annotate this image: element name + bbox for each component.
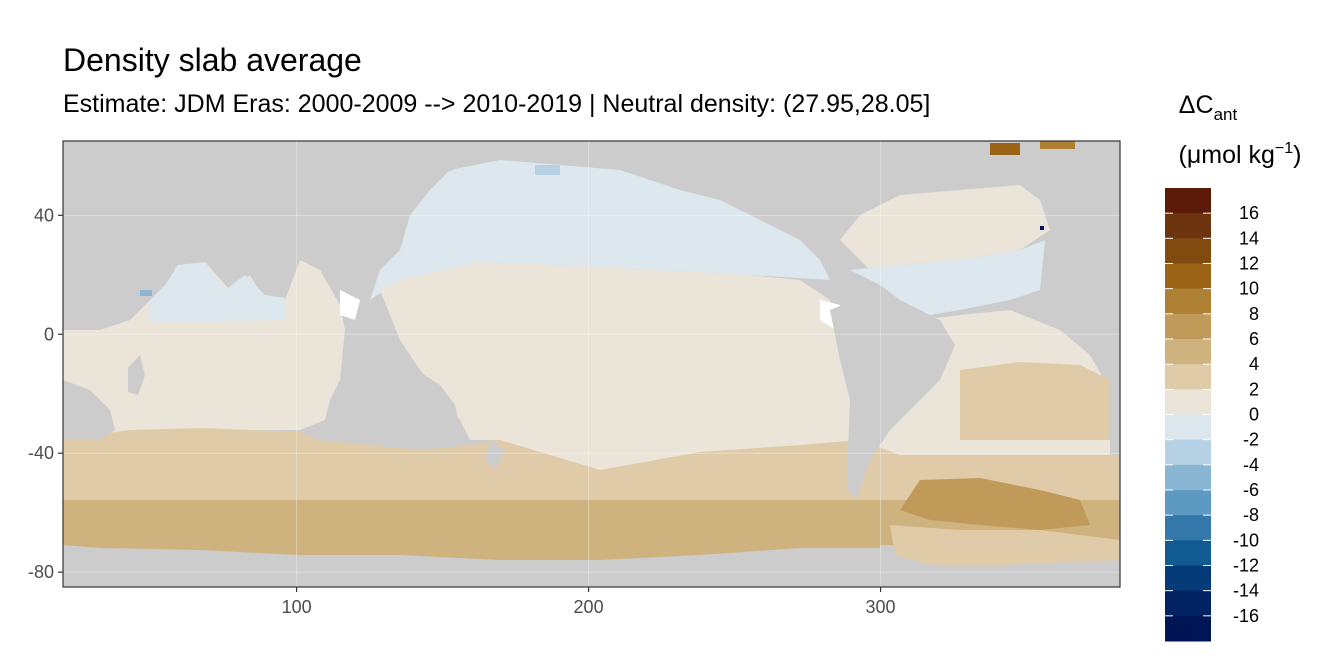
- map-panel: [62, 140, 1121, 588]
- ocean-indian-arabian: [150, 262, 285, 322]
- antarctica: [63, 550, 1120, 587]
- ocean-layer: [63, 141, 1120, 587]
- x-axis: 100 200 300: [282, 587, 896, 617]
- y-axis: 40 0 -40 -80: [28, 205, 63, 582]
- legend-label: -12: [1233, 556, 1259, 576]
- legend-label: -2: [1243, 430, 1259, 450]
- legend-swatch: [1165, 414, 1211, 441]
- y-tick-label: 40: [34, 205, 54, 225]
- africa-west-land: [1060, 290, 1120, 355]
- legend-label: 0: [1249, 405, 1259, 425]
- legend-swatch: [1165, 364, 1211, 390]
- x-tick-label: 100: [282, 597, 312, 617]
- panel-border: [62, 140, 1121, 588]
- blue-spot-1: [535, 165, 560, 175]
- legend-swatch: [1165, 439, 1211, 466]
- africa-land: [63, 380, 115, 440]
- legend-swatch: [1165, 188, 1211, 214]
- south-america-land: [830, 298, 955, 500]
- legend-swatch: [1165, 490, 1211, 516]
- legend-label: -4: [1243, 455, 1259, 475]
- legend-unit-suffix: ): [1293, 141, 1301, 169]
- legend-title: ΔCant: [1179, 91, 1238, 124]
- legend-unit: (μmol kg−1): [1179, 140, 1302, 169]
- legend-label: -16: [1233, 606, 1259, 626]
- legend-title-main: ΔC: [1179, 91, 1214, 119]
- blue-spot-2: [140, 290, 152, 296]
- legend-label: 14: [1239, 228, 1259, 248]
- legend-swatch: [1165, 389, 1211, 415]
- legend-swatch: [1165, 590, 1211, 617]
- legend-swatch: [1165, 288, 1211, 315]
- legend-unit-sup: −1: [1275, 140, 1293, 157]
- legend-label: 12: [1239, 254, 1259, 274]
- ocean-southern-atlantic-deep: [900, 478, 1090, 530]
- legend-label: 16: [1239, 203, 1259, 223]
- legend-label: -8: [1243, 505, 1259, 525]
- australia-land: [340, 365, 460, 448]
- y-tick-label: 0: [44, 324, 54, 344]
- legend-label: 6: [1249, 329, 1259, 349]
- legend-label: 2: [1249, 379, 1259, 399]
- legend-unit-prefix: (μmol kg: [1179, 141, 1275, 169]
- legend-swatch: [1165, 339, 1211, 365]
- new-zealand-land: [485, 440, 505, 470]
- legend-swatch: [1165, 565, 1211, 592]
- x-tick-label: 200: [574, 597, 604, 617]
- legend-label: 4: [1249, 354, 1259, 374]
- dark-spot: [1040, 226, 1044, 230]
- chart-title: Density slab average: [63, 42, 362, 78]
- coast-gap-1: [340, 290, 360, 320]
- y-tick-label: -80: [28, 562, 54, 582]
- legend-swatch: [1165, 515, 1211, 541]
- legend-swatch: [1165, 464, 1211, 491]
- brown-spot-1: [990, 143, 1020, 155]
- y-tick-label: -40: [28, 443, 54, 463]
- legend-label: 10: [1239, 279, 1259, 299]
- legend-swatch: [1165, 540, 1211, 566]
- legend-title-sub: ant: [1214, 105, 1238, 124]
- legend-labels: 16 14 12 10 8 6 4 2 0 -2 -4 -6 -8 -10 -12 -14 -16: [1165, 203, 1259, 626]
- madagascar-land: [128, 355, 145, 395]
- chart-subtitle: Estimate: JDM Eras: 2000-2009 --> 2010-2…: [63, 90, 931, 118]
- ocean-north-pacific: [370, 160, 830, 300]
- color-legend: ΔCant (μmol kg−1) 16 14 12 10 8 6 4 2 0 -2 -4 -6 -8 -…: [1165, 91, 1301, 642]
- ocean-pacific-tropical: [380, 262, 860, 470]
- brown-spot-2: [1040, 141, 1075, 149]
- gridlines: [63, 141, 1120, 587]
- legend-swatch: [1165, 263, 1211, 290]
- legend-swatch: [1165, 615, 1211, 642]
- legend-label: -10: [1233, 530, 1259, 550]
- x-tick-label: 300: [866, 597, 896, 617]
- legend-label: 8: [1249, 304, 1259, 324]
- legend-swatch: [1165, 313, 1211, 340]
- ocean-southern-band-3: [63, 520, 880, 560]
- ocean-south-atlantic-east: [960, 362, 1110, 440]
- legend-swatch: [1165, 213, 1211, 239]
- ocean-north-atlantic-sub: [850, 240, 1045, 315]
- legend-bar: [1165, 188, 1211, 642]
- asia-landmass: [63, 205, 175, 330]
- ocean-southern-weddell: [890, 525, 1120, 565]
- legend-label: -6: [1243, 480, 1259, 500]
- legend-swatch: [1165, 238, 1211, 264]
- legend-label: -14: [1233, 581, 1259, 601]
- ocean-north-atlantic: [840, 185, 1050, 270]
- europe-land: [1045, 170, 1120, 290]
- north-land-mass: [63, 141, 1120, 250]
